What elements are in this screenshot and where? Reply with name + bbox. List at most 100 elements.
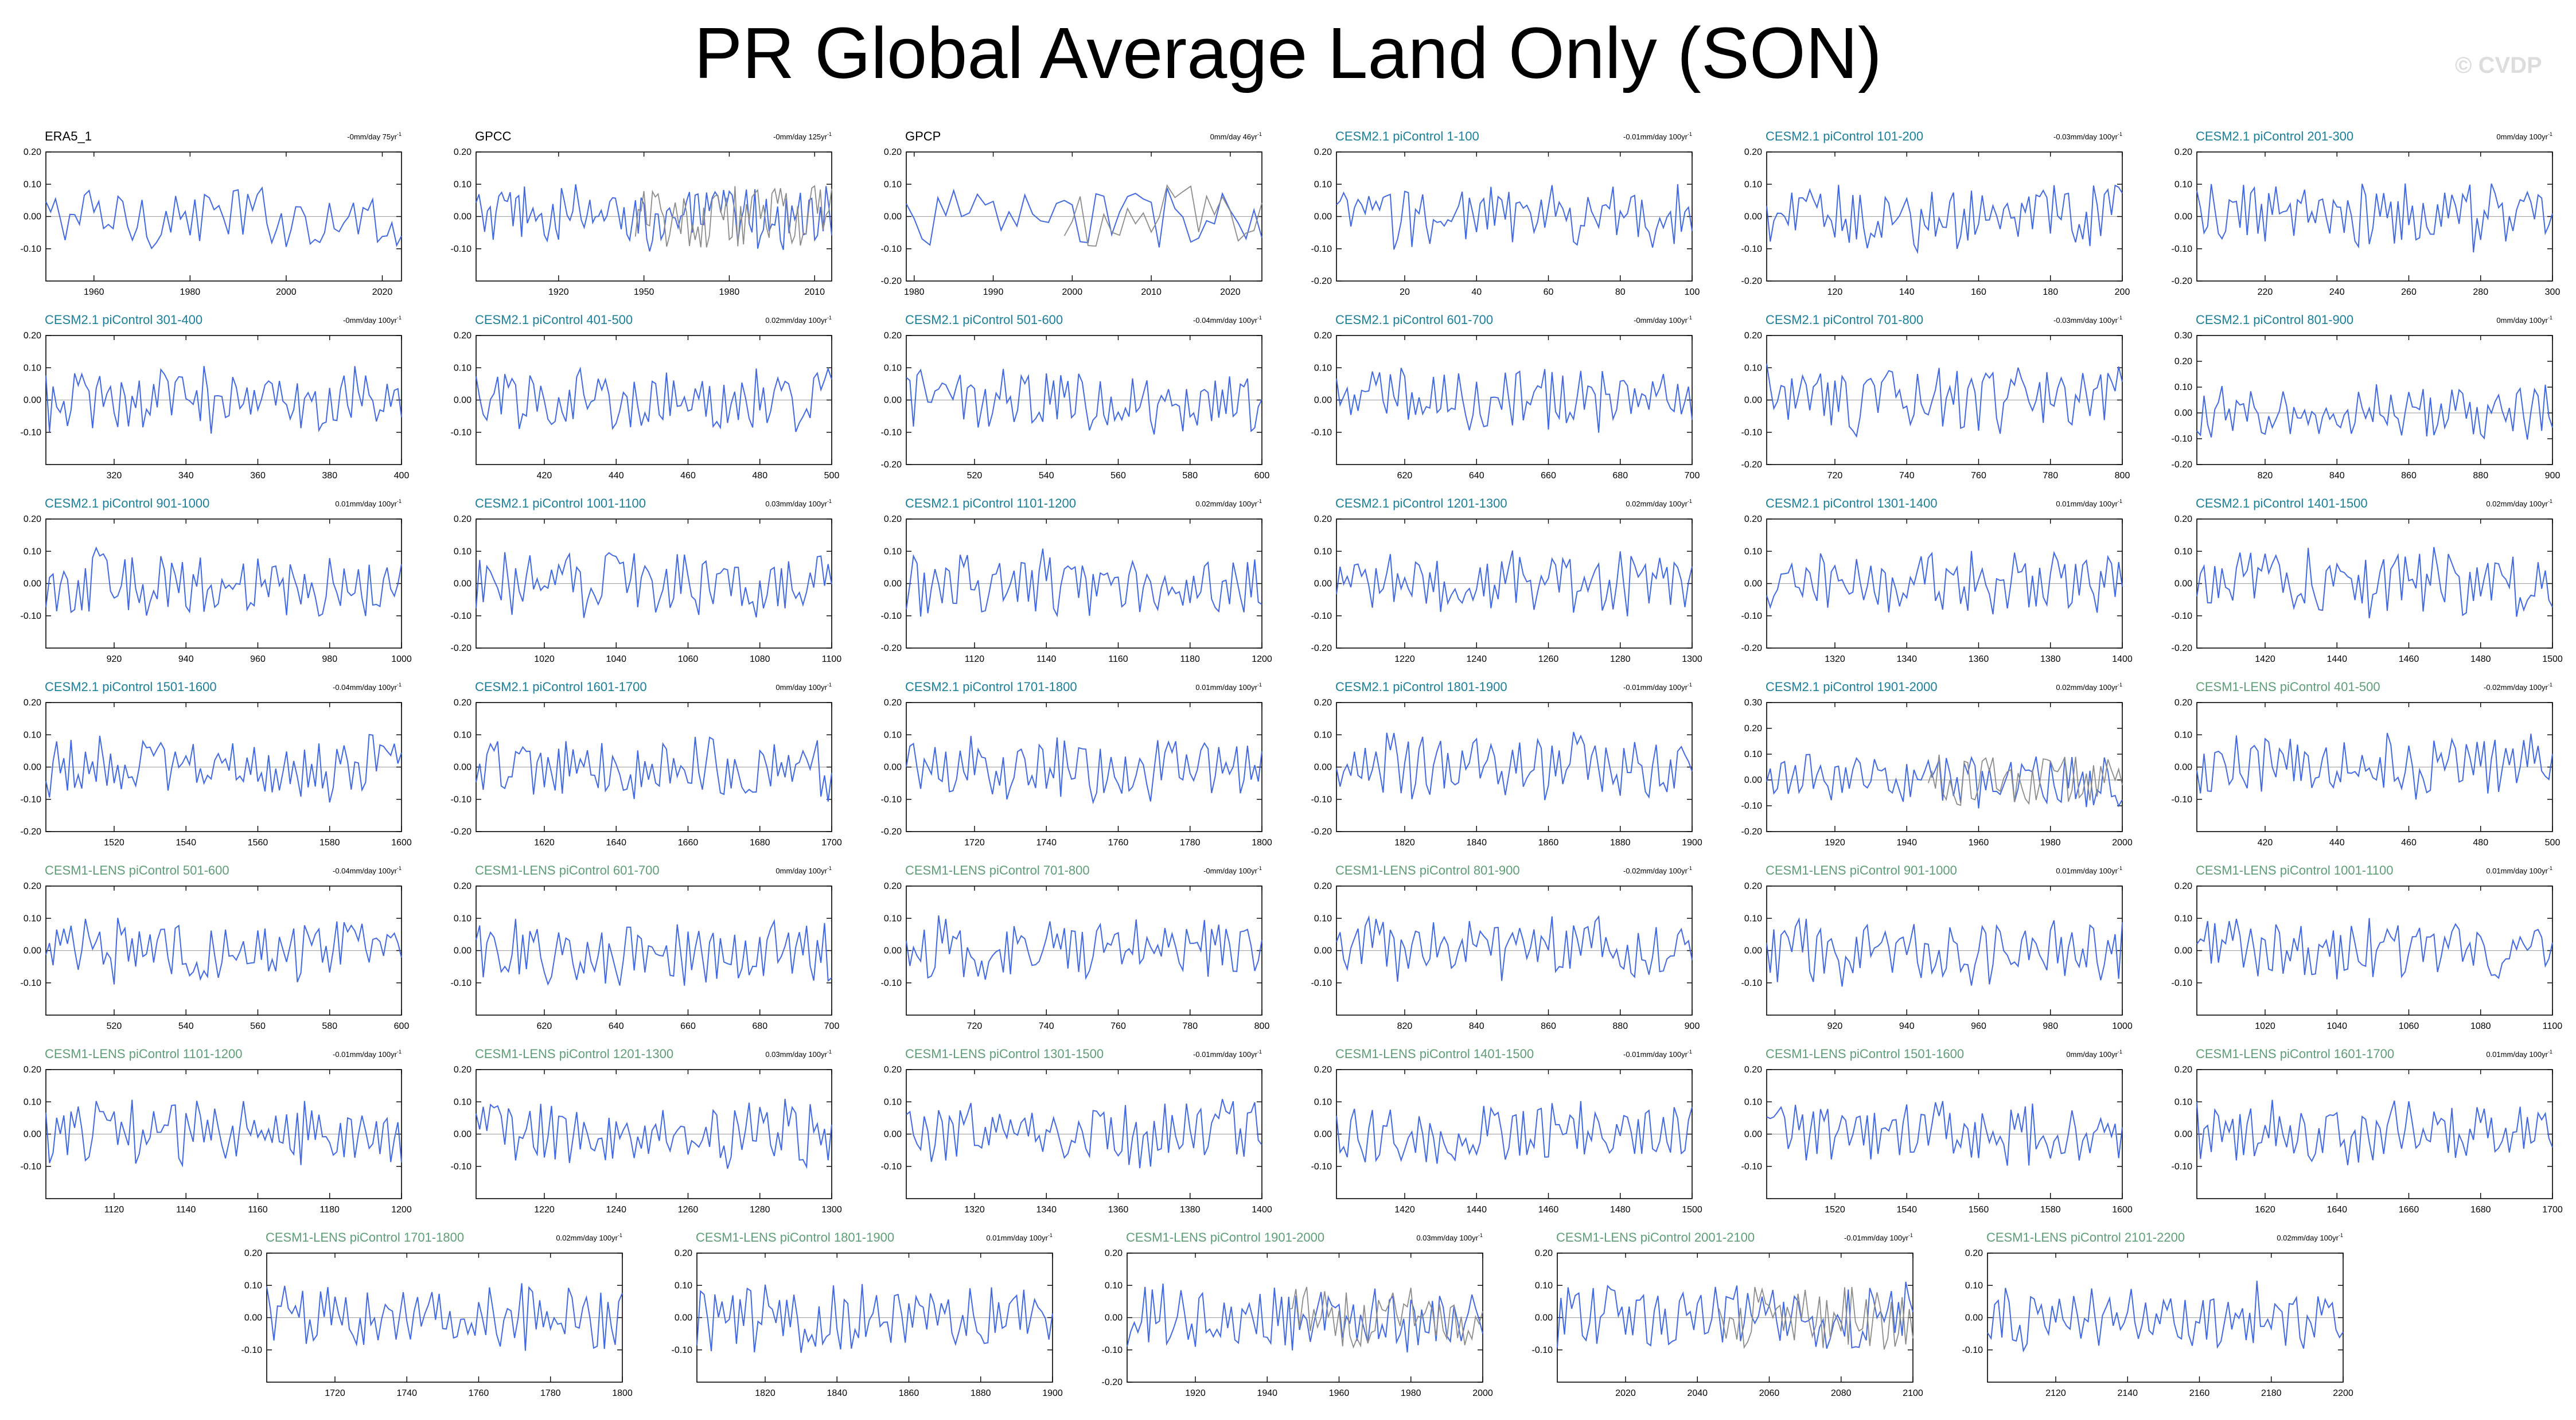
panel-title: CESM2.1 piControl 1601-1700 (475, 680, 647, 694)
y-tick-label: 0.00 (2174, 579, 2192, 589)
y-tick-label: 0.10 (2174, 383, 2192, 392)
x-tick-label: 1560 (248, 838, 268, 848)
y-tick-label: 0.00 (1965, 1313, 1983, 1323)
x-tick-label: 900 (1685, 1021, 1700, 1031)
panel-title: CESM2.1 piControl 1401-1500 (2196, 496, 2368, 510)
trend-label: -0mm/day 100yr-1 (1203, 865, 1262, 875)
y-tick-label: 0.10 (1314, 914, 1332, 923)
series-line (2196, 547, 2553, 619)
series-line (1766, 184, 2123, 255)
x-tick-label: 1160 (1108, 654, 1128, 664)
y-tick-label: -0.10 (1311, 978, 1332, 988)
series-line (1127, 1284, 1483, 1353)
trend-label: -0mm/day 125yr-1 (773, 131, 832, 141)
trend-label: -0mm/day 100yr-1 (1634, 315, 1692, 325)
series-line (45, 734, 402, 803)
x-tick-label: 920 (1827, 1021, 1843, 1031)
x-tick-label: 1220 (1394, 654, 1415, 664)
panel: CESM1-LENS piControl 1901-2000 0.03mm/day… (1102, 1230, 1493, 1398)
trend-label: 0.01mm/day 100yr-1 (2486, 865, 2552, 875)
panel-title: CESM2.1 piControl 201-300 (2196, 129, 2353, 143)
panel-title: CESM2.1 piControl 1001-1100 (475, 496, 646, 510)
x-tick-label: 600 (1254, 471, 1270, 481)
y-tick-label: 0.30 (1744, 698, 1762, 708)
y-tick-label: 0.10 (454, 547, 471, 556)
x-tick-label: 1720 (325, 1388, 345, 1398)
x-tick-label: 1000 (391, 654, 412, 664)
y-tick-label: 0.00 (675, 1313, 692, 1323)
panel-title: CESM1-LENS piControl 1801-1900 (696, 1230, 894, 1245)
x-tick-label: 420 (2258, 838, 2273, 848)
panel-title: CESM1-LENS piControl 1701-1800 (266, 1230, 464, 1245)
y-tick-label: -0.10 (21, 428, 42, 438)
y-tick-label: -0.20 (21, 827, 42, 837)
y-tick-label: 0.00 (454, 763, 471, 773)
x-tick-label: 1100 (2543, 1021, 2563, 1031)
panel-title: CESM2.1 piControl 301-400 (45, 313, 202, 327)
y-tick-label: 0.20 (24, 698, 41, 708)
y-tick-label: 0.20 (1744, 147, 1762, 157)
panel-title: CESM1-LENS piControl 2101-2200 (1986, 1230, 2185, 1245)
y-tick-label: -0.10 (1311, 611, 1332, 621)
trend-label: 0mm/day 100yr-1 (2496, 131, 2552, 141)
trend-label: 0mm/day 100yr-1 (2496, 315, 2552, 325)
trend-label: -0.02mm/day 100yr-1 (2484, 682, 2552, 692)
y-tick-label: 0.00 (884, 212, 902, 222)
obs-overlay-line (634, 185, 832, 248)
panel-title: CESM1-LENS piControl 1301-1500 (905, 1047, 1104, 1061)
y-tick-label: 0.20 (1105, 1249, 1123, 1258)
y-tick-label: 0.00 (2174, 408, 2192, 418)
panel: CESM1-LENS piControl 801-900 -0.02mm/day … (1311, 863, 1700, 1031)
x-tick-label: 1840 (827, 1388, 847, 1398)
series-line (45, 366, 402, 434)
x-tick-label: 1060 (678, 654, 699, 664)
y-tick-label: -0.20 (451, 827, 472, 837)
y-tick-label: 0.20 (884, 698, 902, 708)
x-tick-label: 780 (1182, 1021, 1198, 1031)
x-tick-label: 640 (609, 1021, 624, 1031)
y-tick-label: 0.20 (454, 698, 471, 708)
trend-label: 0mm/day 100yr-1 (775, 865, 832, 875)
x-tick-label: 520 (107, 1021, 122, 1031)
y-tick-label: 0.10 (1744, 750, 1762, 759)
x-tick-label: 1380 (2040, 654, 2061, 664)
x-tick-label: 1580 (2040, 1205, 2061, 1215)
y-tick-label: 0.00 (2174, 212, 2192, 222)
y-tick-label: 0.10 (1314, 363, 1332, 373)
trend-label: 0.01mm/day 100yr-1 (2486, 1049, 2552, 1059)
x-tick-label: 1420 (1394, 1205, 1415, 1215)
y-tick-label: -0.20 (451, 643, 472, 653)
x-tick-label: 1900 (1682, 838, 1702, 848)
x-tick-label: 1980 (2040, 838, 2061, 848)
panel: CESM1-LENS piControl 401-500 -0.02mm/day … (2172, 680, 2561, 848)
y-tick-label: -0.10 (881, 244, 902, 254)
y-tick-label: -0.20 (1311, 827, 1332, 837)
x-tick-label: 1990 (983, 287, 1004, 297)
x-tick-label: 1600 (391, 838, 412, 848)
y-tick-label: 0.10 (1744, 547, 1762, 556)
y-tick-label: 0.20 (1314, 1065, 1332, 1075)
x-tick-label: 320 (107, 471, 122, 481)
y-tick-label: -0.20 (1741, 827, 1763, 837)
series-line (1766, 363, 2123, 438)
y-tick-label: 0.10 (1535, 1281, 1553, 1290)
series-line (2196, 183, 2553, 253)
x-tick-label: 120 (1827, 287, 1843, 297)
panel-title: CESM1-LENS piControl 1501-1600 (1766, 1047, 1964, 1061)
x-tick-label: 1620 (534, 838, 555, 848)
panel-title: CESM2.1 piControl 1201-1300 (1335, 496, 1507, 510)
y-tick-label: -0.10 (881, 978, 902, 988)
x-tick-label: 1400 (2112, 654, 2133, 664)
y-tick-label: 0.00 (2174, 1130, 2192, 1140)
x-tick-label: 1160 (248, 1205, 268, 1215)
x-tick-label: 1660 (2399, 1205, 2419, 1215)
obs-overlay-line (1288, 1286, 1483, 1349)
series-line (1336, 184, 1693, 250)
x-tick-label: 980 (322, 654, 337, 664)
x-tick-label: 560 (1110, 471, 1126, 481)
y-tick-label: 0.20 (1965, 1249, 1983, 1258)
trend-label: 0mm/day 100yr-1 (2066, 1049, 2122, 1059)
x-tick-label: 1500 (1682, 1205, 1702, 1215)
y-tick-label: 0.20 (1744, 881, 1762, 891)
y-tick-label: -0.10 (2172, 795, 2193, 805)
